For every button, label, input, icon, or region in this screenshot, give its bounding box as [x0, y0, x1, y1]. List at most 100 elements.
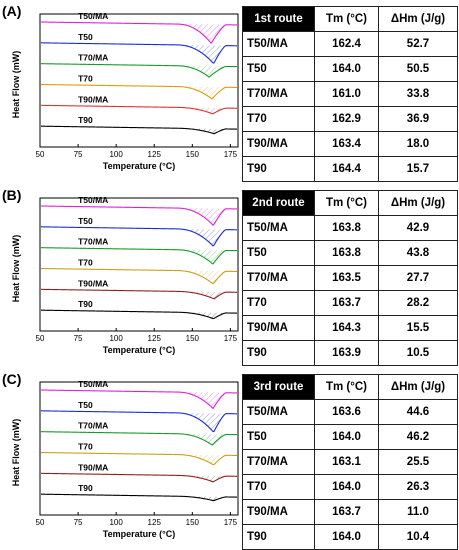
- series-label: T70: [78, 258, 93, 268]
- route-label: 1st route: [254, 13, 303, 25]
- dhm-cell: 27.7: [378, 265, 458, 291]
- sample-cell: T70: [242, 106, 315, 132]
- enthalpy-table: 2nd route Tm (°C) ΔHm (J/g) T50/MA 163.8…: [242, 190, 458, 366]
- sample-cell: T50/MA: [242, 31, 315, 57]
- dhm-header: ΔHm (J/g): [378, 6, 458, 32]
- tm-header: Tm (°C): [314, 6, 379, 32]
- x-tick-label: 150: [186, 150, 200, 159]
- table-row: T70 164.0 26.3: [242, 474, 458, 500]
- x-tick-label: 125: [148, 518, 162, 527]
- peak-area: [176, 249, 227, 264]
- tm-cell: 161.0: [314, 81, 379, 107]
- series-label: T90/MA: [78, 94, 108, 104]
- enthalpy-table: 1st route Tm (°C) ΔHm (J/g) T50/MA 162.4…: [242, 6, 458, 182]
- series-label: T70/MA: [78, 421, 108, 431]
- panel-a: (A) 50 75 100 125 150 175 Temperature (°C) Heat…: [0, 0, 459, 182]
- table-row: T70/MA 163.5 27.7: [242, 265, 458, 291]
- dhm-cell: 11.0: [378, 499, 458, 525]
- x-tick-label: 50: [36, 518, 45, 527]
- route-header: 2nd route: [242, 190, 315, 216]
- series-line: [40, 42, 238, 64]
- series-label: T70: [78, 74, 93, 84]
- tm-cell: 163.8: [314, 215, 379, 241]
- route-header: 3rd route: [242, 374, 315, 400]
- y-axis-label: Heat Flow (mW): [11, 51, 21, 119]
- series-label: T90: [78, 299, 93, 309]
- tm-cell: 164.0: [314, 524, 379, 550]
- series-line: [40, 451, 238, 466]
- table-row: T90 163.9 10.5: [242, 340, 458, 366]
- panel-label: (C): [2, 371, 22, 387]
- dhm-cell: 26.3: [378, 474, 458, 500]
- tm-cell: 162.4: [314, 31, 379, 57]
- peak-area: [176, 454, 227, 465]
- table-row: T70 163.7 28.2: [242, 290, 458, 316]
- series-line: [40, 21, 238, 44]
- tm-cell: 163.7: [314, 499, 379, 525]
- series-line: [40, 267, 238, 285]
- series-line: [40, 104, 238, 115]
- x-tick-label: 75: [74, 150, 83, 159]
- tm-cell: 162.9: [314, 106, 379, 132]
- series-line: [40, 288, 238, 300]
- series-label: T90/MA: [78, 278, 108, 288]
- peak-area: [176, 107, 227, 114]
- peak-area: [176, 392, 227, 409]
- sample-cell: T50/MA: [242, 215, 315, 241]
- dhm-header: ΔHm (J/g): [378, 374, 458, 400]
- table-header-row: 1st route Tm (°C) ΔHm (J/g): [242, 6, 458, 32]
- table-row: T50 164.0 50.5: [242, 56, 458, 82]
- dhm-cell: 18.0: [378, 131, 458, 157]
- dsc-plot: 50 75 100 125 150 175 Temperature (°C) Heat Flo…: [11, 195, 239, 355]
- sample-cell: T90: [242, 524, 315, 550]
- table-row: T50 163.8 43.8: [242, 240, 458, 266]
- series-label: T50/MA: [78, 195, 108, 205]
- x-tick-label: 75: [74, 518, 83, 527]
- sample-cell: T70/MA: [242, 449, 315, 475]
- table-header-row: 2nd route Tm (°C) ΔHm (J/g): [242, 190, 458, 216]
- dhm-cell: 52.7: [378, 31, 458, 57]
- sample-cell: T50: [242, 240, 315, 266]
- x-tick-label: 100: [109, 334, 123, 343]
- series-line: [40, 389, 238, 410]
- tm-header: Tm (°C): [314, 190, 379, 216]
- panel-b: (B) 50 75 100 125 150 175 Temperature (°C) Heat…: [0, 184, 459, 366]
- peak-area: [176, 128, 227, 134]
- table-header-row: 3rd route Tm (°C) ΔHm (J/g): [242, 374, 458, 400]
- dhm-cell: 28.2: [378, 290, 458, 316]
- table-row: T50/MA 163.8 42.9: [242, 215, 458, 241]
- series-line: [40, 63, 238, 78]
- series-label: T50/MA: [78, 379, 108, 389]
- series-label: T50/MA: [78, 11, 108, 21]
- route-label: 2nd route: [252, 197, 305, 209]
- tm-cell: 163.8: [314, 240, 379, 266]
- panel-label: (A): [2, 3, 22, 19]
- x-tick-label: 175: [224, 518, 238, 527]
- series-line: [40, 410, 238, 433]
- series-label: T90/MA: [78, 462, 108, 472]
- series-label: T70/MA: [78, 237, 108, 247]
- tm-cell: 163.7: [314, 290, 379, 316]
- table-row: T90/MA 164.3 15.5: [242, 315, 458, 341]
- series-label: T90: [78, 483, 93, 493]
- tm-header: Tm (°C): [314, 374, 379, 400]
- dhm-cell: 25.5: [378, 449, 458, 475]
- dhm-cell: 10.5: [378, 340, 458, 366]
- x-tick-label: 50: [36, 150, 45, 159]
- peak-area: [176, 312, 227, 319]
- peak-area: [176, 496, 227, 501]
- panel-c: (C) 50 75 100 125 150 175 Temperature (°C) Heat…: [0, 368, 459, 550]
- dhm-cell: 42.9: [378, 215, 458, 241]
- plot-frame: [39, 13, 239, 148]
- peak-area: [176, 208, 227, 226]
- tm-cell: 164.0: [314, 474, 379, 500]
- table-row: T50/MA 162.4 52.7: [242, 31, 458, 57]
- x-tick-label: 50: [36, 334, 45, 343]
- enthalpy-table: 3rd route Tm (°C) ΔHm (J/g) T50/MA 163.6…: [242, 374, 458, 550]
- sample-cell: T90/MA: [242, 499, 315, 525]
- x-tick-label: 100: [109, 150, 123, 159]
- sample-cell: T90: [242, 340, 315, 366]
- series-line: [40, 205, 238, 226]
- dhm-cell: 43.8: [378, 240, 458, 266]
- tm-cell: 163.6: [314, 399, 379, 425]
